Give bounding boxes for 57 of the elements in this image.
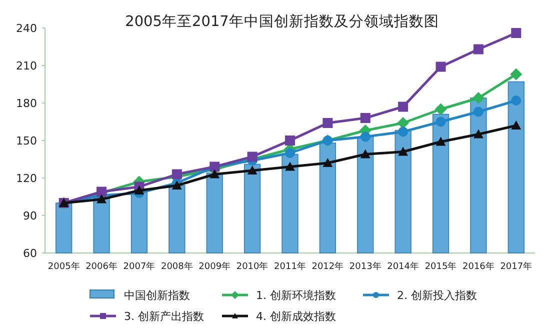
y-tick-label: 120 [16, 172, 37, 185]
x-tick-label: 2012年 [312, 261, 344, 272]
point [172, 169, 182, 180]
point [247, 166, 258, 174]
point [247, 152, 258, 162]
legend-label: 4. 创新成效指数 [256, 310, 336, 323]
chart-title: 2005年至2017年中国创新指数及分领域指数图 [125, 13, 439, 30]
x-tick-label: 2013年 [349, 261, 382, 272]
point [360, 132, 370, 142]
point [285, 148, 295, 158]
x-tick-label: 2015年 [424, 261, 457, 272]
x-tick-label: 2009年 [198, 261, 231, 272]
x-tick-label: 2006年 [86, 261, 118, 272]
y-tick-label: 240 [16, 22, 37, 35]
legend-label: 1. 创新环境指数 [256, 289, 336, 302]
point [285, 136, 295, 146]
legend-label: 3. 创新产出指数 [124, 310, 204, 323]
x-tick-label: 2008年 [160, 261, 193, 272]
x-tick-label: 2007年 [123, 261, 156, 272]
x-tick-label: 2016年 [462, 261, 494, 272]
y-tick-label: 150 [16, 134, 37, 148]
legend-label: 2. 创新投入指数 [397, 289, 477, 302]
point [210, 169, 220, 178]
point [398, 146, 408, 156]
point [398, 102, 408, 112]
point [472, 92, 484, 104]
x-tick-label: 2010年 [236, 261, 268, 272]
y-tick-label: 210 [16, 60, 37, 72]
y-tick-label: 90 [23, 210, 37, 222]
point [360, 149, 370, 158]
point [436, 62, 446, 72]
point [511, 96, 522, 106]
point [511, 28, 522, 38]
point [397, 117, 410, 129]
point [511, 120, 522, 130]
point [172, 180, 182, 190]
point [436, 136, 446, 146]
point [434, 103, 447, 116]
point [473, 44, 484, 54]
point [360, 113, 370, 123]
point [96, 194, 107, 204]
point [510, 68, 522, 80]
legend-label: 中国创新指数 [124, 289, 190, 302]
point [322, 158, 333, 167]
point [322, 118, 333, 128]
x-tick-label: 2014年 [387, 261, 420, 272]
x-tick-label: 2011年 [274, 261, 306, 272]
point [134, 186, 144, 194]
y-tick-label: 180 [16, 97, 37, 110]
point [285, 162, 295, 171]
point [398, 126, 408, 137]
y-tick-label: 60 [23, 247, 37, 260]
x-tick-label: 2017年 [500, 261, 532, 272]
point [473, 129, 484, 138]
point [473, 106, 484, 117]
x-tick-label: 2005年 [48, 261, 80, 272]
point [436, 116, 446, 127]
